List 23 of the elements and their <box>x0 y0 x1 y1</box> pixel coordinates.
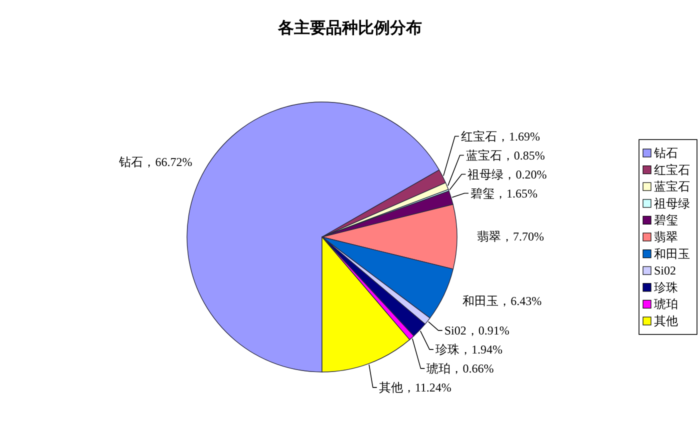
data-label: 珍珠，1.94% <box>436 342 503 356</box>
legend-label: 钻石 <box>653 146 678 160</box>
legend-label: 和田玉 <box>654 246 690 261</box>
data-label: Si02，0.91% <box>444 323 510 338</box>
data-label: 琥珀，0.66% <box>426 361 494 376</box>
data-label: 其他，11.24% <box>378 380 452 394</box>
legend-label: Si02 <box>654 264 676 278</box>
legend-label: 碧玺 <box>654 213 678 228</box>
data-label: 祖母绿，0.20% <box>468 167 547 182</box>
data-label: 和田玉，6.43% <box>462 294 542 308</box>
chart-title: 各主要品种比例分布 <box>277 18 422 37</box>
legend-label: 翡翠 <box>654 230 678 244</box>
legend-label: 祖母绿 <box>654 196 690 210</box>
data-label: 蓝宝石，0.85% <box>466 148 545 162</box>
legend-label: 琥珀 <box>654 297 678 312</box>
legend-label: 红宝石 <box>654 162 690 177</box>
data-label: 碧玺，1.65% <box>470 186 538 200</box>
data-label: 红宝石，1.69% <box>460 129 540 144</box>
legend-label: 蓝宝石 <box>654 180 690 194</box>
legend-label: 其他 <box>654 314 678 328</box>
data-label: 翡翠，7.70% <box>477 230 544 244</box>
legend-label: 珍珠 <box>654 280 678 294</box>
data-label: 钻石，66.72% <box>118 154 192 169</box>
